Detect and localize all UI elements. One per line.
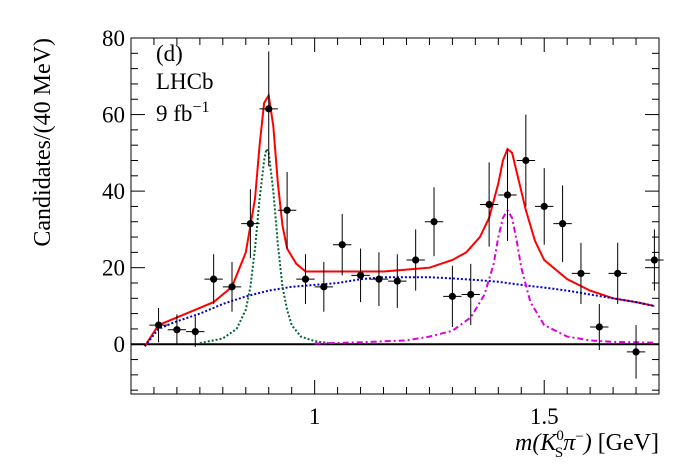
point-marker: [577, 269, 585, 278]
x-tick-label: 1.5: [530, 404, 559, 429]
point-marker: [632, 348, 640, 356]
data-point: [479, 162, 499, 247]
point-marker: [154, 321, 163, 329]
data-point: [296, 254, 315, 305]
point-marker: [467, 290, 475, 299]
data-point: [351, 248, 370, 303]
point-marker: [265, 105, 273, 113]
x-tick-label: 1: [309, 404, 321, 429]
data-point: [626, 325, 646, 379]
data-point: [369, 252, 389, 306]
panel-label: (d): [156, 41, 183, 66]
curve-peak-1: [199, 146, 329, 345]
point-marker: [614, 269, 622, 278]
point-marker: [412, 256, 420, 264]
data-point: [516, 114, 536, 207]
data-point: [535, 168, 554, 245]
y-tick-label: 60: [102, 103, 125, 128]
luminosity-label: 9 fb−1: [156, 99, 209, 126]
point-marker: [210, 275, 218, 283]
point-marker: [283, 206, 291, 214]
y-axis-title: Candidates/(40 MeV): [30, 38, 56, 247]
data-point: [443, 265, 462, 328]
y-tick-label: 20: [102, 256, 125, 281]
point-marker: [246, 220, 254, 228]
x-axis-title: m(K0 Sπ−) [GeV]: [515, 428, 659, 461]
point-marker: [430, 218, 438, 226]
data-point: [204, 254, 223, 305]
point-marker: [338, 241, 346, 249]
data-point: [498, 149, 517, 241]
data-point: [167, 314, 187, 346]
data-point: [608, 242, 627, 305]
point-marker: [540, 202, 548, 211]
data-point: [277, 171, 297, 249]
data-point: [333, 214, 352, 276]
point-marker: [356, 271, 365, 279]
data-point: [186, 316, 205, 347]
point-marker: [320, 283, 328, 291]
data-point: [406, 229, 425, 291]
data-point: [222, 261, 242, 312]
data-point: [388, 254, 407, 308]
data-point: [241, 189, 260, 259]
curve-background: [144, 276, 655, 347]
data-point: [553, 185, 572, 262]
data-point: [314, 261, 334, 312]
point-marker: [173, 326, 181, 334]
point-marker: [650, 256, 659, 264]
point-marker: [448, 292, 456, 300]
data-point: [149, 307, 168, 343]
luminosity-base: 9 fb: [156, 101, 192, 126]
point-marker: [485, 200, 493, 209]
plot-frame: [130, 37, 660, 395]
point-marker: [228, 283, 236, 291]
curve-total: [143, 92, 655, 347]
point-marker: [503, 191, 512, 199]
point-marker: [301, 275, 310, 283]
data-points: [149, 51, 664, 379]
data-point: [590, 304, 609, 350]
point-marker: [375, 275, 383, 283]
data-point: [424, 187, 444, 257]
point-marker: [595, 323, 603, 331]
point-marker: [393, 277, 401, 285]
data-point: [259, 51, 278, 167]
fit-curves: [143, 92, 655, 347]
luminosity-exponent: −1: [192, 99, 209, 116]
axis-ticks: 0 20 40 60 80 1 1.5: [102, 26, 660, 429]
data-point: [571, 242, 591, 305]
y-tick-label: 80: [102, 26, 125, 51]
data-point: [461, 263, 480, 326]
curve-peak-2: [314, 208, 655, 345]
point-marker: [522, 156, 530, 165]
y-tick-label: 40: [102, 179, 125, 204]
experiment-label: LHCb: [156, 69, 214, 94]
data-point: [645, 229, 664, 291]
y-tick-label: 0: [114, 332, 126, 357]
point-marker: [191, 328, 199, 336]
point-marker: [558, 220, 567, 228]
